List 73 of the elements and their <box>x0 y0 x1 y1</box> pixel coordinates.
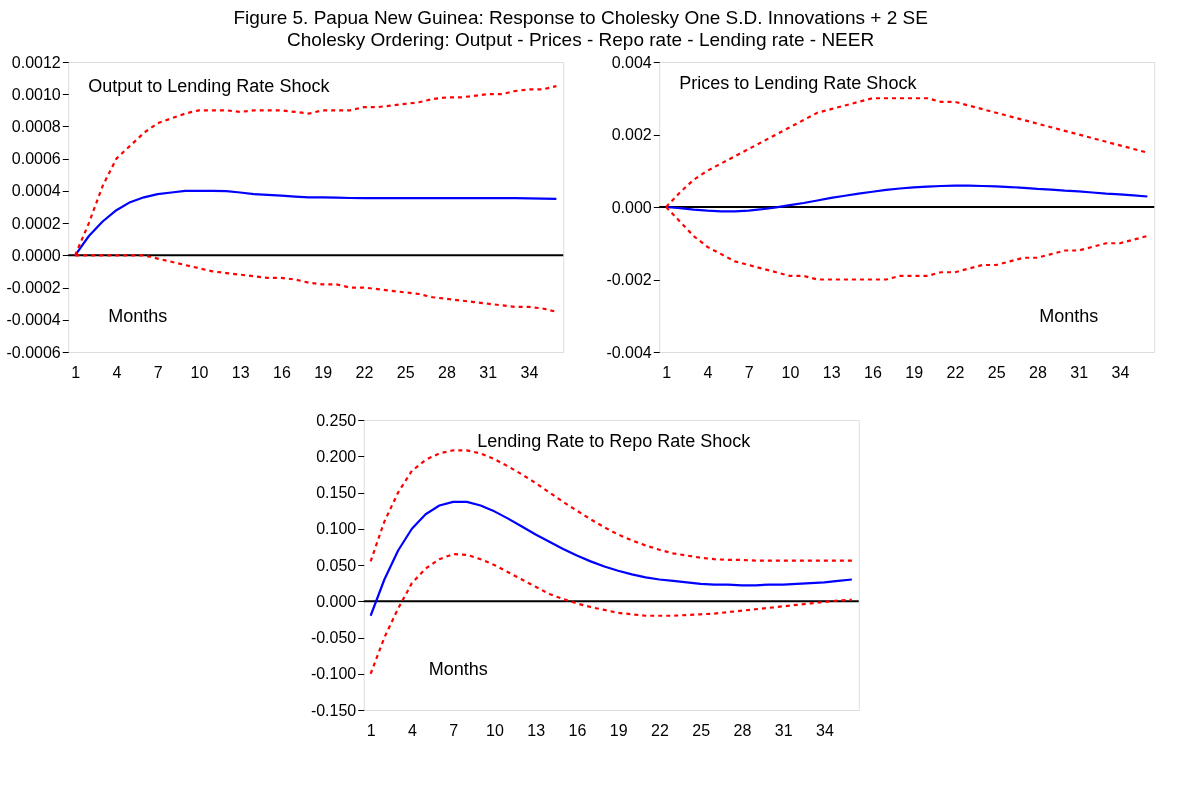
x-tick-label: 7 <box>449 721 459 739</box>
x-tick-label: 7 <box>744 363 754 381</box>
y-tick-label: 0.0012 <box>11 53 61 71</box>
chart-subtitle: Cholesky Ordering: Output - Prices - Repo rate - Lending rate - NEER <box>287 28 875 50</box>
y-tick-label: -0.0006 <box>6 343 61 361</box>
annotation: Output to Lending Rate Shock <box>88 76 331 96</box>
y-tick-label: 0.004 <box>611 53 652 71</box>
x-tick-label: 16 <box>568 721 587 739</box>
y-tick-label: 0.0004 <box>11 182 61 200</box>
line-series <box>369 553 853 675</box>
x-tick-label: 34 <box>1111 363 1130 381</box>
line-series <box>665 184 1149 213</box>
y-tick-label: -0.100 <box>310 665 357 683</box>
x-tick-label: 13 <box>527 721 546 739</box>
x-tick-label: 16 <box>863 363 882 381</box>
x-tick-label: 10 <box>485 721 504 739</box>
y-tick-label: 0.250 <box>316 411 357 429</box>
x-tick-label: 4 <box>112 363 122 381</box>
x-tick-label: 31 <box>774 721 793 739</box>
x-tick-label: 1 <box>366 721 376 739</box>
x-tick-label: 7 <box>153 363 163 381</box>
x-tick-label: 10 <box>190 363 209 381</box>
x-tick-label: 28 <box>733 721 752 739</box>
x-tick-label: 34 <box>815 721 834 739</box>
y-tick-label: 0.200 <box>316 447 357 465</box>
x-tick-label: 34 <box>520 363 539 381</box>
x-tick-label: 16 <box>272 363 291 381</box>
x-tick-label: 22 <box>355 363 374 381</box>
x-tick-label: 22 <box>650 721 669 739</box>
x-tick-label: 19 <box>609 721 628 739</box>
y-tick-label: -0.150 <box>310 701 357 719</box>
x-tick-label: 1 <box>71 363 81 381</box>
line-series <box>369 500 853 617</box>
x-tick-label: 25 <box>692 721 711 739</box>
line-series <box>369 449 853 563</box>
y-tick-label: -0.050 <box>310 629 357 646</box>
y-tick-label: 0.0008 <box>11 117 61 135</box>
y-tick-label: 0.0000 <box>11 246 61 264</box>
x-tick-label: 22 <box>946 363 965 381</box>
x-tick-label: 19 <box>314 363 333 381</box>
x-tick-label: 10 <box>781 363 800 381</box>
annotation: Months <box>1039 306 1099 326</box>
line-series <box>74 189 558 257</box>
y-tick-label: 0.050 <box>316 556 357 574</box>
y-tick-label: 0.002 <box>611 126 652 143</box>
x-tick-label: 28 <box>1028 363 1047 381</box>
y-tick-label: -0.004 <box>606 343 652 361</box>
annotation: Months <box>428 659 488 679</box>
y-tick-label: -0.002 <box>606 271 652 288</box>
annotation: Months <box>108 306 168 326</box>
y-tick-label: 0.000 <box>611 198 652 216</box>
annotation: Prices to Lending Rate Shock <box>679 73 918 93</box>
x-tick-label: 19 <box>905 363 924 381</box>
y-tick-label: 0.100 <box>316 520 357 538</box>
x-tick-label: 13 <box>231 363 250 381</box>
y-tick-label: 0.0006 <box>11 150 61 168</box>
y-tick-label: 0.0010 <box>11 85 61 103</box>
y-tick-label: -0.0002 <box>6 279 61 297</box>
annotation: Lending Rate to Repo Rate Shock <box>477 431 752 451</box>
y-tick-label: 0.150 <box>316 484 357 501</box>
y-tick-label: 0.0002 <box>11 214 61 232</box>
y-tick-label: 0.000 <box>316 592 357 610</box>
y-tick-label: -0.0004 <box>6 311 61 329</box>
chart-title: Figure 5. Papua New Guinea: Response to Cholesky One S.D. Innovations + 2 SE <box>233 6 928 28</box>
x-tick-label: 28 <box>437 363 456 381</box>
x-tick-label: 13 <box>822 363 841 381</box>
x-tick-label: 31 <box>1070 363 1089 381</box>
x-tick-label: 25 <box>987 363 1006 381</box>
x-tick-label: 31 <box>479 363 498 381</box>
x-tick-label: 1 <box>662 363 672 381</box>
x-tick-label: 4 <box>703 363 713 381</box>
x-tick-label: 25 <box>396 363 415 381</box>
x-tick-label: 4 <box>407 721 417 739</box>
